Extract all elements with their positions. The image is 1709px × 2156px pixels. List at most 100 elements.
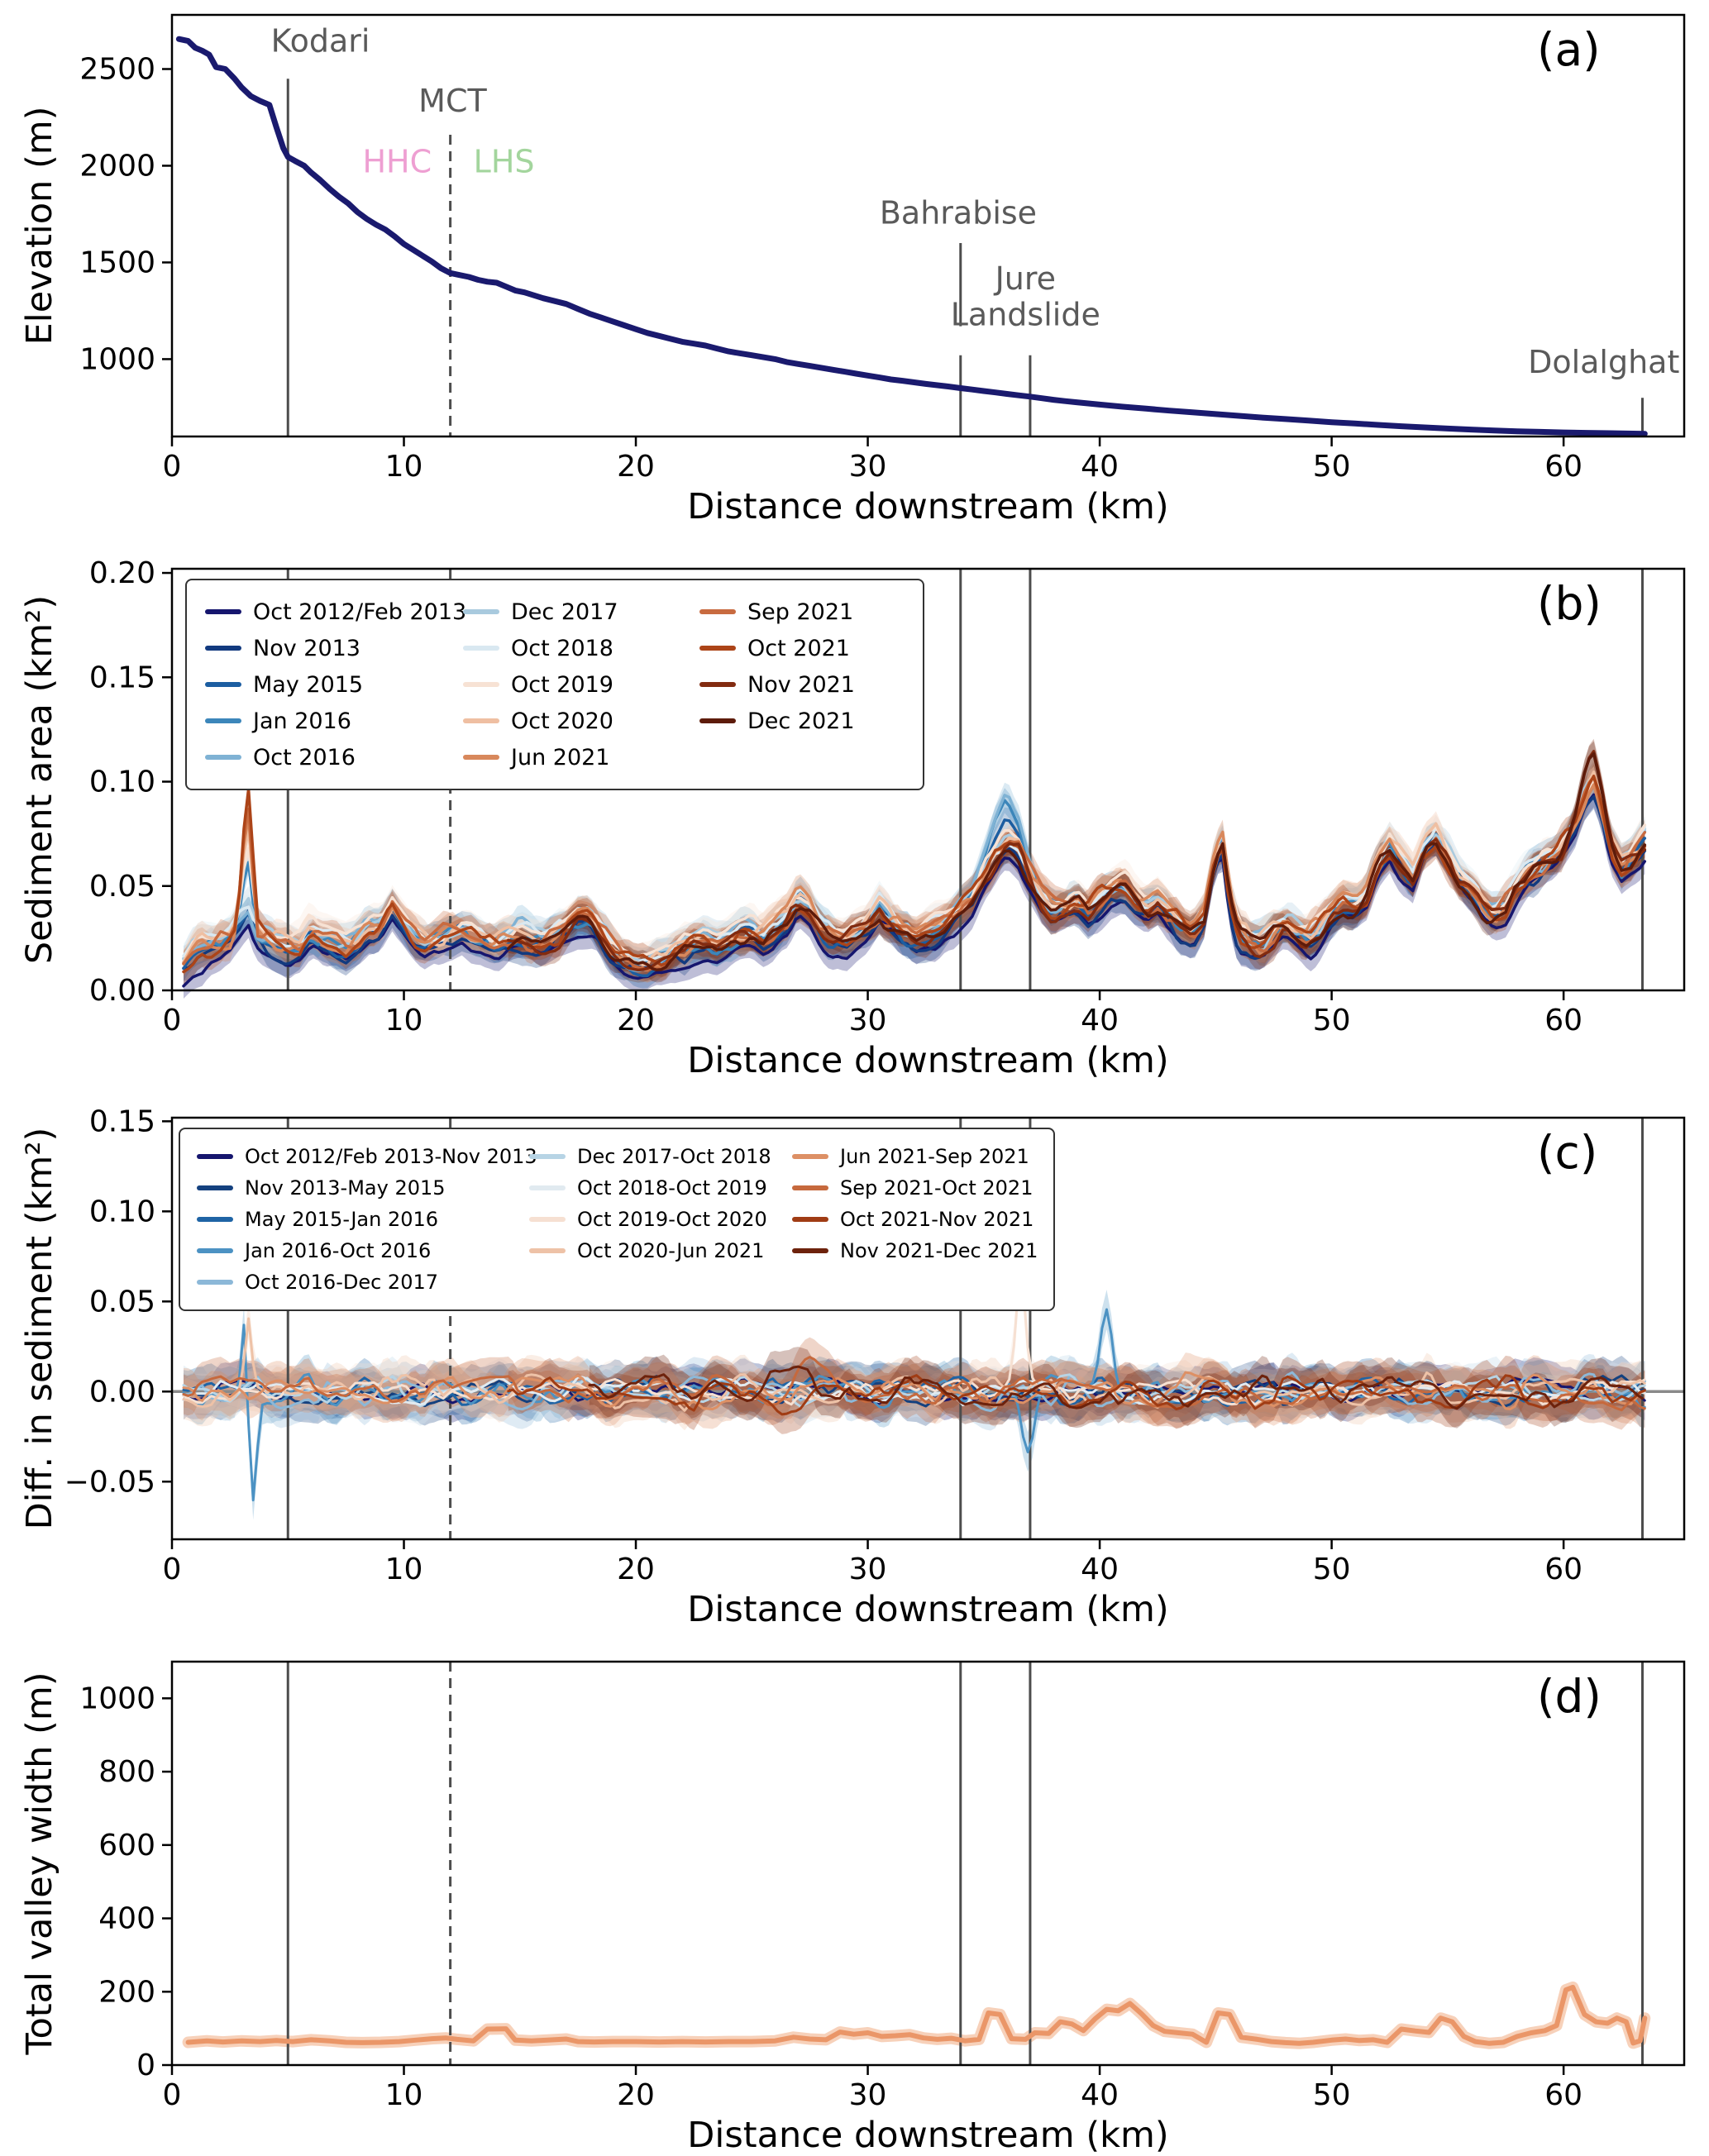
legend-swatch: [792, 1217, 828, 1222]
x-tick-label: 30: [849, 2078, 887, 2112]
legend-swatch: [197, 1185, 233, 1190]
x-tick-label: 0: [163, 1553, 182, 1586]
x-tick-label: 40: [1081, 1004, 1119, 1037]
series-line-a-0: [175, 36, 1648, 437]
series-band-b-2: [184, 771, 1645, 989]
x-tick-label: 0: [163, 450, 182, 484]
x-tick-label: 30: [849, 1004, 887, 1037]
legend-entry: Dec 2017: [463, 594, 699, 630]
x-tick-label: 10: [385, 1004, 423, 1037]
legend-entry: Jan 2016: [205, 703, 463, 739]
legend-label: Oct 2012/Feb 2013-Nov 2013: [245, 1145, 537, 1168]
legend-label: Nov 2021: [747, 671, 855, 698]
legend-label: May 2015-Jan 2016: [245, 1208, 439, 1231]
panel-a-xlabel: Distance downstream (km): [687, 486, 1169, 527]
y-tick-label: 1000: [79, 342, 155, 376]
panel-c-xlabel: Distance downstream (km): [687, 1589, 1169, 1630]
panel-b-legend: Oct 2012/Feb 2013 Nov 2013 May 2015 Jan 201…: [185, 579, 924, 790]
legend-entry: Oct 2018-Oct 2019: [529, 1172, 792, 1204]
legend-label: Dec 2017-Oct 2018: [577, 1145, 771, 1168]
y-tick-label: 1500: [79, 246, 155, 279]
panel-c-ylabel: Diff. in sediment (km²): [19, 1127, 60, 1530]
x-tick-label: 0: [163, 1004, 182, 1037]
x-tick-label: 10: [385, 450, 423, 484]
series-band-b-0: [184, 782, 1645, 999]
legend-entry: Nov 2021: [699, 666, 905, 703]
x-tick-label: 60: [1544, 1004, 1582, 1037]
annotation-dolalghat: Dolalghat: [1528, 344, 1679, 380]
y-tick-label: 0.10: [89, 766, 155, 799]
x-tick-label: 20: [617, 2078, 655, 2112]
legend-entry: Oct 2021: [699, 630, 905, 666]
panel-c-legend: Oct 2012/Feb 2013-Nov 2013 Nov 2013-May 2…: [179, 1128, 1055, 1311]
legend-column: Jun 2021-Sep 2021 Sep 2021-Oct 2021 Oct 20…: [792, 1141, 1038, 1266]
y-tick-label: 0.05: [89, 870, 155, 904]
legend-label: Oct 2021: [747, 635, 850, 661]
x-tick-label: 50: [1313, 1553, 1351, 1586]
legend-entry: Oct 2019: [463, 666, 699, 703]
panel-a-ylabel: Elevation (m): [19, 106, 60, 346]
annotation-landslide: Landslide: [951, 296, 1100, 332]
legend-swatch: [463, 609, 499, 614]
annotation-hhc: HHC: [362, 144, 432, 180]
series-line-c-12: [588, 1365, 1644, 1410]
legend-entry: Oct 2016: [205, 739, 463, 775]
legend-label: Oct 2012/Feb 2013: [253, 599, 467, 625]
x-tick-label: 40: [1081, 450, 1119, 484]
legend-label: Dec 2021: [747, 708, 855, 734]
y-tick-label: 0.15: [89, 661, 155, 694]
legend-swatch: [463, 718, 499, 723]
series-line-b-2: [182, 782, 1647, 978]
legend-swatch: [463, 755, 499, 760]
legend-swatch: [463, 682, 499, 687]
legend-label: Jun 2021-Sep 2021: [840, 1145, 1029, 1168]
panel-b-ylabel: Sediment area (km²): [19, 594, 60, 965]
annotation-mct: MCT: [418, 83, 487, 119]
x-tick-label: 40: [1081, 2078, 1119, 2112]
annotation-lhs: LHS: [474, 144, 535, 180]
panel-c-letter: (c): [1537, 1126, 1598, 1179]
legend-entry: Oct 2019-Oct 2020: [529, 1204, 792, 1235]
legend-entry: Nov 2013: [205, 630, 463, 666]
legend-swatch: [699, 682, 736, 687]
x-tick-label: 40: [1081, 1553, 1119, 1586]
x-tick-label: 30: [849, 1553, 887, 1586]
y-tick-label: 0.20: [89, 556, 155, 590]
legend-label: Oct 2019: [511, 671, 613, 698]
legend-entry: Nov 2013-May 2015: [197, 1172, 529, 1204]
annotation-bahrabise: Bahrabise: [880, 195, 1037, 231]
y-tick-label: 0.05: [89, 1285, 155, 1319]
legend-swatch: [792, 1154, 828, 1159]
y-tick-label: 0: [136, 2049, 155, 2082]
legend-label: Sep 2021: [747, 599, 854, 625]
legend-swatch: [205, 646, 241, 651]
legend-label: Oct 2016-Dec 2017: [245, 1271, 439, 1294]
series-line-b-12: [507, 750, 1647, 972]
y-tick-label: 600: [98, 1829, 155, 1863]
x-tick-label: 20: [617, 1553, 655, 1586]
legend-column: Oct 2012/Feb 2013 Nov 2013 May 2015 Jan 201…: [205, 594, 467, 775]
x-tick-label: 10: [385, 2078, 423, 2112]
legend-swatch: [699, 646, 736, 651]
legend-entry: May 2015-Jan 2016: [197, 1204, 529, 1235]
legend-label: Oct 2018-Oct 2019: [577, 1176, 767, 1200]
y-tick-label: 0.00: [89, 974, 155, 1008]
legend-swatch: [205, 609, 241, 614]
y-tick-label: −0.05: [64, 1465, 155, 1499]
axes-border: [170, 1116, 1686, 1541]
legend-label: Nov 2021-Dec 2021: [840, 1239, 1038, 1262]
legend-swatch: [792, 1185, 828, 1190]
legend-swatch: [197, 1217, 233, 1222]
x-tick-label: 50: [1313, 1004, 1351, 1037]
legend-label: Jun 2021: [511, 744, 610, 770]
x-tick-label: 60: [1544, 2078, 1582, 2112]
y-tick-label: 0.00: [89, 1375, 155, 1409]
y-tick-label: 1000: [79, 1681, 155, 1715]
legend-column: Dec 2017 Oct 2018 Oct 2019 Oct 2020 Jun 2021: [463, 594, 699, 775]
legend-swatch: [529, 1217, 566, 1222]
panel-d-xlabel: Distance downstream (km): [687, 2115, 1169, 2156]
x-tick-label: 20: [617, 1004, 655, 1037]
y-tick-label: 0.10: [89, 1195, 155, 1228]
legend-column: Oct 2012/Feb 2013-Nov 2013 Nov 2013-May 2…: [197, 1141, 537, 1298]
